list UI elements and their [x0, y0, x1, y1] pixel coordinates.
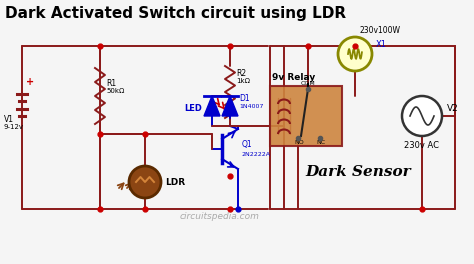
Text: 230v AC: 230v AC [404, 141, 439, 150]
Text: NO: NO [294, 140, 304, 145]
Text: Dark Sensor: Dark Sensor [305, 165, 410, 179]
Text: 1kΩ: 1kΩ [236, 78, 250, 84]
Text: COM: COM [301, 81, 316, 86]
Text: 1N4007: 1N4007 [239, 104, 264, 109]
Text: X1: X1 [376, 40, 387, 49]
Text: 230v100W: 230v100W [360, 26, 401, 35]
Circle shape [402, 96, 442, 136]
Text: 50kΩ: 50kΩ [106, 88, 124, 94]
Text: Q1: Q1 [242, 140, 253, 149]
Polygon shape [222, 96, 238, 116]
Circle shape [129, 166, 161, 198]
Text: −: − [415, 98, 425, 108]
Text: D1: D1 [239, 94, 250, 103]
Text: R2: R2 [236, 69, 246, 78]
Text: circuitspedia.com: circuitspedia.com [180, 212, 260, 221]
Text: R1: R1 [106, 79, 116, 88]
Text: LDR: LDR [165, 178, 185, 187]
Text: +: + [416, 117, 424, 127]
Text: 9-12v: 9-12v [4, 124, 24, 130]
Text: V2: V2 [447, 104, 459, 113]
Text: 2N2222A: 2N2222A [242, 152, 271, 157]
Text: V1: V1 [4, 115, 14, 124]
Polygon shape [204, 96, 220, 116]
Text: +: + [26, 77, 34, 87]
Text: 9v Relay: 9v Relay [272, 73, 315, 82]
Text: LED: LED [184, 104, 202, 113]
Circle shape [338, 37, 372, 71]
Text: NC: NC [316, 140, 325, 145]
Bar [270, 86, 342, 146]
Text: Dark Activated Switch circuit using LDR: Dark Activated Switch circuit using LDR [5, 6, 346, 21]
